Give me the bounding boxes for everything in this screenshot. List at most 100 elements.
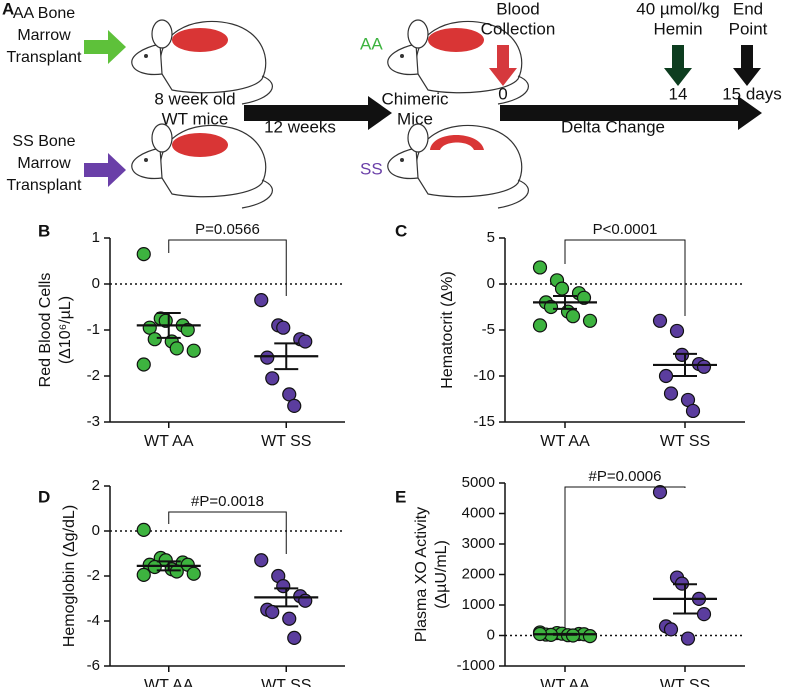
error-bar <box>156 311 181 339</box>
data-point <box>276 320 291 335</box>
data-point <box>696 607 712 622</box>
p-value: #P=0.0018 <box>191 493 264 510</box>
arrow <box>244 96 392 130</box>
data-point <box>582 313 598 328</box>
x-tick-label: WT SS <box>660 677 710 687</box>
panel-letter: E <box>395 487 406 506</box>
data-point <box>554 281 570 296</box>
y-tick-label: 1 <box>92 229 100 246</box>
y-tick-label: -4 <box>87 612 100 629</box>
arrow <box>84 30 126 64</box>
label: Marrow <box>17 155 71 172</box>
data-point <box>186 566 201 581</box>
data-point <box>287 630 302 645</box>
data-point <box>260 350 275 365</box>
data-point <box>180 322 195 338</box>
data-point <box>663 386 679 401</box>
chart-panel: E Plasma XO Activity (ΔµU/mL) -1000 0 1000 200… <box>395 468 745 687</box>
data-point <box>652 313 668 328</box>
data-point <box>136 522 151 537</box>
marrow <box>172 133 228 157</box>
panel-letter: B <box>38 221 50 240</box>
data-point <box>147 332 162 347</box>
y-tick-label: 5 <box>487 229 495 246</box>
data-point <box>565 309 581 324</box>
data-point <box>543 299 559 315</box>
label: Chimeric <box>381 89 449 108</box>
data-point <box>582 629 598 644</box>
error-bar <box>553 294 577 310</box>
arrow <box>84 153 126 187</box>
y-tick-label: 0 <box>487 626 495 643</box>
data-point <box>658 368 674 384</box>
data-point <box>696 359 712 374</box>
y-axis-title: (ΔµU/mL) <box>433 540 450 609</box>
chart-panel: D Hemoglobin (Δg/dL) -6 -4 -2 0 2 WT AA WT SS #P=… <box>38 477 345 687</box>
p-value: P=0.0566 <box>195 221 260 238</box>
data-point <box>186 343 201 358</box>
label: WT mice <box>162 109 229 128</box>
marrow <box>172 28 228 52</box>
x-tick-label: WT AA <box>540 677 590 687</box>
sickle-marrow <box>430 135 484 150</box>
label: Hemin <box>653 19 702 38</box>
label: 40 µmol/kg <box>636 0 720 18</box>
error-bar <box>673 352 697 377</box>
data-point <box>169 341 184 356</box>
label: Transplant <box>7 49 83 66</box>
data-point <box>265 604 280 620</box>
label: 15 days <box>722 84 782 103</box>
y-axis-title: Red Blood Cells <box>37 273 54 388</box>
label: 0 <box>498 84 507 103</box>
data-point <box>663 622 679 637</box>
data-point <box>532 260 548 275</box>
label: Transplant <box>7 177 83 194</box>
y-tick-label: -15 <box>473 413 495 430</box>
y-tick-label: 3000 <box>462 535 495 552</box>
arrow <box>500 96 762 130</box>
label: SS Bone <box>12 133 75 150</box>
label: Marrow <box>17 27 71 44</box>
data-point <box>265 371 280 386</box>
y-tick-label: 1000 <box>462 596 495 613</box>
y-tick-label: 0 <box>92 275 100 292</box>
label: End <box>733 0 763 18</box>
label: Point <box>729 19 768 38</box>
label: Mice <box>397 109 433 128</box>
data-point <box>287 398 302 413</box>
arrow <box>733 45 761 86</box>
y-axis-title: (Δ10⁶/µL) <box>57 296 74 364</box>
panel-a: A AA Bone Marrow Transplant 8 week old W… <box>2 0 782 209</box>
x-tick-label: WT SS <box>660 433 710 450</box>
data-point <box>254 293 269 308</box>
label: 8 week old <box>154 89 235 108</box>
label: Blood <box>496 0 539 18</box>
arrow <box>489 45 517 86</box>
data-point <box>276 579 291 594</box>
y-tick-label: -2 <box>87 567 100 584</box>
y-tick-label: 0 <box>92 522 100 539</box>
significance-bracket <box>168 239 287 296</box>
error-bar <box>553 632 577 636</box>
y-tick-label: -10 <box>473 367 495 384</box>
panel-letter: D <box>38 487 50 506</box>
significance-bracket <box>564 486 686 628</box>
error-bar <box>673 583 697 615</box>
chart-panel: B Red Blood Cells (Δ10⁶/µL) -3 -2 -1 0 1 WT AA WT… <box>37 221 345 450</box>
label: AA Bone <box>13 5 75 22</box>
data-point <box>669 323 685 339</box>
x-tick-label: WT AA <box>144 677 194 687</box>
significance-bracket <box>168 511 287 554</box>
error-bar <box>274 342 299 371</box>
label: AA <box>360 34 383 53</box>
x-tick-label: WT AA <box>540 433 590 450</box>
p-value: P<0.0001 <box>593 221 658 238</box>
data-point <box>254 553 269 568</box>
label: SS <box>360 159 383 178</box>
data-point <box>685 403 701 419</box>
x-tick-label: WT SS <box>261 677 311 687</box>
significance-bracket <box>564 239 686 316</box>
y-tick-label: 5000 <box>462 474 495 491</box>
label: 14 <box>669 84 688 103</box>
data-point <box>147 559 162 575</box>
